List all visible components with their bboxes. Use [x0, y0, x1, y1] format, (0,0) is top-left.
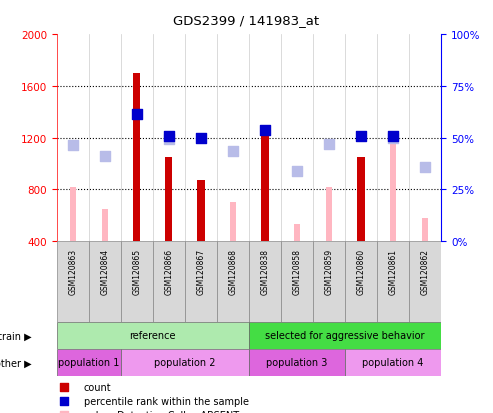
Bar [390, 143, 396, 242]
Text: GSM120859: GSM120859 [324, 248, 334, 294]
Text: GSM120865: GSM120865 [132, 248, 141, 294]
Point [60, 411, 68, 413]
Bar [57, 322, 249, 349]
Point [60, 398, 68, 404]
Bar [345, 349, 441, 376]
Text: selected for aggressive behavior: selected for aggressive behavior [265, 330, 425, 341]
Text: GSM120861: GSM120861 [388, 248, 398, 294]
Text: GSM120858: GSM120858 [292, 248, 302, 294]
Bar [121, 242, 153, 322]
Text: other ▶: other ▶ [0, 357, 32, 368]
Point [421, 165, 429, 171]
Point [229, 148, 237, 154]
Text: GSM120864: GSM120864 [100, 248, 109, 294]
Point [69, 143, 77, 150]
Bar [70, 188, 76, 242]
Text: reference: reference [130, 330, 176, 341]
Point [165, 134, 173, 140]
Point [261, 127, 269, 134]
Point [389, 135, 397, 142]
Bar [89, 242, 121, 322]
Bar [57, 349, 121, 376]
Bar [409, 242, 441, 322]
Bar [422, 218, 428, 242]
Bar [377, 242, 409, 322]
Bar [313, 242, 345, 322]
Bar [133, 74, 141, 242]
Text: GSM120838: GSM120838 [260, 248, 270, 294]
Bar [345, 242, 377, 322]
Text: GSM120866: GSM120866 [164, 248, 174, 294]
Bar [294, 225, 300, 242]
Bar [217, 242, 249, 322]
Text: percentile rank within the sample: percentile rank within the sample [84, 396, 249, 406]
Bar [249, 242, 281, 322]
Text: count: count [84, 382, 111, 392]
Bar [249, 349, 345, 376]
Text: value, Detection Call = ABSENT: value, Detection Call = ABSENT [84, 410, 239, 413]
Bar [102, 209, 108, 242]
Bar [249, 322, 441, 349]
Text: population 2: population 2 [154, 357, 215, 368]
Point [325, 142, 333, 148]
Bar [230, 203, 236, 242]
Point [357, 134, 365, 140]
Point [60, 384, 68, 390]
Bar [185, 242, 217, 322]
Bar [326, 188, 332, 242]
Bar [57, 242, 89, 322]
Point [389, 133, 397, 140]
Bar [121, 349, 249, 376]
Text: GDS2399 / 141983_at: GDS2399 / 141983_at [174, 14, 319, 27]
Text: population 3: population 3 [266, 357, 328, 368]
Text: GSM120862: GSM120862 [421, 248, 430, 294]
Bar [281, 242, 313, 322]
Point [197, 136, 205, 142]
Bar [165, 158, 173, 242]
Text: GSM120867: GSM120867 [196, 248, 206, 294]
Point [293, 169, 301, 175]
Text: strain ▶: strain ▶ [0, 330, 32, 341]
Bar [153, 242, 185, 322]
Text: GSM120868: GSM120868 [228, 248, 238, 294]
Point [133, 112, 141, 119]
Point [101, 153, 108, 160]
Bar [197, 181, 205, 242]
Text: population 4: population 4 [362, 357, 424, 368]
Text: population 1: population 1 [58, 357, 119, 368]
Text: GSM120860: GSM120860 [356, 248, 366, 294]
Bar [357, 158, 365, 242]
Point [165, 136, 173, 143]
Text: GSM120863: GSM120863 [68, 248, 77, 294]
Bar [261, 136, 269, 242]
